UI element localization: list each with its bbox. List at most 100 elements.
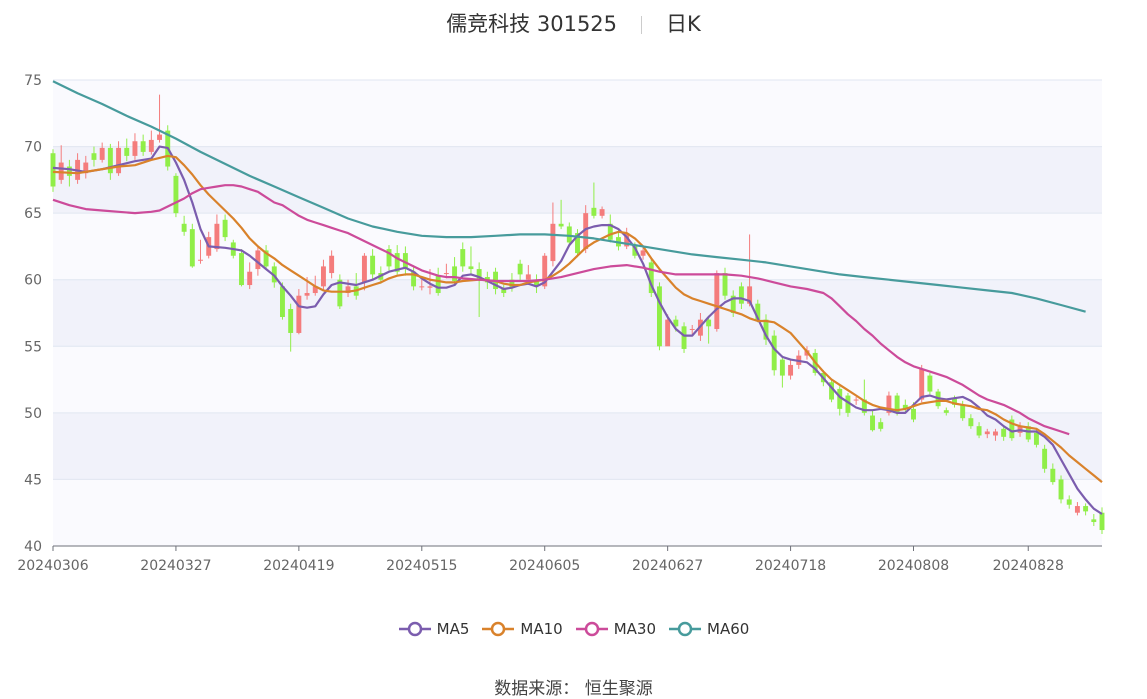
candle [599, 206, 605, 219]
band [53, 279, 1102, 347]
candle-body [1083, 506, 1089, 512]
legend-item-ma60[interactable]: MA60 [668, 620, 749, 638]
candle [575, 229, 580, 258]
candle [747, 234, 753, 307]
candle-body [960, 404, 966, 419]
candle [173, 173, 179, 218]
candle-body [738, 286, 744, 304]
candle-body [83, 162, 89, 174]
candle [853, 396, 859, 405]
candle-body [648, 262, 654, 294]
legend-marker-icon [575, 621, 608, 637]
candle-body [140, 141, 146, 152]
candle [116, 141, 122, 176]
data-source: 数据来源： 恒生聚源 [494, 679, 653, 699]
candle [1083, 503, 1089, 516]
chart-title: 儒竞科技 301525 日K [0, 8, 1147, 38]
candle-body [312, 286, 318, 294]
candle-body [730, 295, 736, 313]
candle-body [394, 253, 400, 272]
x-axis: 20240306 20240327 20240419 20240515 20240605… [17, 545, 1102, 574]
candle [656, 282, 662, 351]
candle [402, 246, 408, 276]
x-tick-label: 20240605 [509, 558, 580, 574]
candle-body [50, 153, 56, 187]
candle-body [116, 147, 122, 174]
candle [591, 182, 597, 219]
candle-body [58, 162, 64, 180]
candle [263, 245, 269, 270]
candle [411, 266, 417, 291]
candle-body [640, 250, 646, 256]
candle-body [460, 249, 466, 267]
candle-body [189, 229, 195, 267]
candle [648, 258, 654, 298]
candle [607, 214, 613, 243]
candle [1050, 463, 1056, 485]
candle-body [1001, 428, 1007, 437]
candle-body [706, 319, 712, 327]
candle [976, 422, 982, 439]
candle [837, 386, 843, 416]
candle [140, 134, 146, 156]
candle-body [1050, 468, 1056, 483]
candle [214, 214, 220, 252]
background-bands [53, 80, 1102, 546]
band [53, 412, 1102, 480]
candle-body [263, 250, 269, 267]
candle [386, 245, 392, 271]
candle [771, 330, 777, 376]
candle [198, 239, 203, 264]
candlestick-chart: 40 45 50 55 60 65 70 75 20240306 20240327 2024041… [17, 73, 1105, 574]
candle [738, 282, 744, 310]
legend-item-ma5[interactable]: MA5 [398, 620, 469, 638]
candle [706, 315, 712, 344]
candle [107, 143, 113, 180]
candle [58, 145, 64, 184]
candle-body [558, 223, 564, 227]
candle-body [320, 266, 326, 287]
candle-body [927, 375, 933, 392]
band [53, 479, 1102, 546]
candle-body [755, 303, 761, 320]
candle [296, 289, 302, 335]
candle-body [943, 410, 949, 413]
candle [468, 246, 474, 275]
legend-item-ma30[interactable]: MA30 [575, 620, 656, 638]
candle-body [845, 395, 851, 413]
legend-marker-icon [398, 621, 431, 637]
candle-body [984, 431, 990, 435]
candle [1074, 502, 1080, 516]
legend-item-ma10[interactable]: MA10 [481, 620, 563, 638]
candle-body [345, 286, 351, 294]
candle [1001, 426, 1007, 441]
candle-body [66, 166, 72, 176]
candle-body [1025, 426, 1031, 440]
candle-body [771, 335, 777, 371]
candle-body [427, 286, 433, 288]
candle-body [911, 408, 916, 420]
candle-body [993, 431, 998, 436]
y-tick-label: 70 [24, 140, 42, 156]
candle-body [255, 250, 261, 270]
candle [878, 418, 884, 432]
candle [722, 267, 728, 300]
candles [50, 94, 1105, 535]
ma-lines [52, 80, 1103, 515]
candle [148, 130, 154, 155]
candle-body [452, 266, 458, 282]
candle [829, 379, 835, 403]
candle [329, 250, 335, 279]
candle [320, 259, 326, 291]
candle [1091, 514, 1097, 527]
candle [247, 262, 253, 290]
candle-body [566, 226, 572, 243]
candle-body [632, 246, 638, 256]
series-line-ma10 [52, 154, 1103, 483]
candle [50, 149, 56, 192]
candle [157, 94, 162, 143]
candle [681, 322, 687, 353]
candle-body [402, 253, 408, 270]
candle-body [689, 328, 695, 330]
legend: MA5 MA10 MA30 MA60 [0, 620, 1147, 641]
